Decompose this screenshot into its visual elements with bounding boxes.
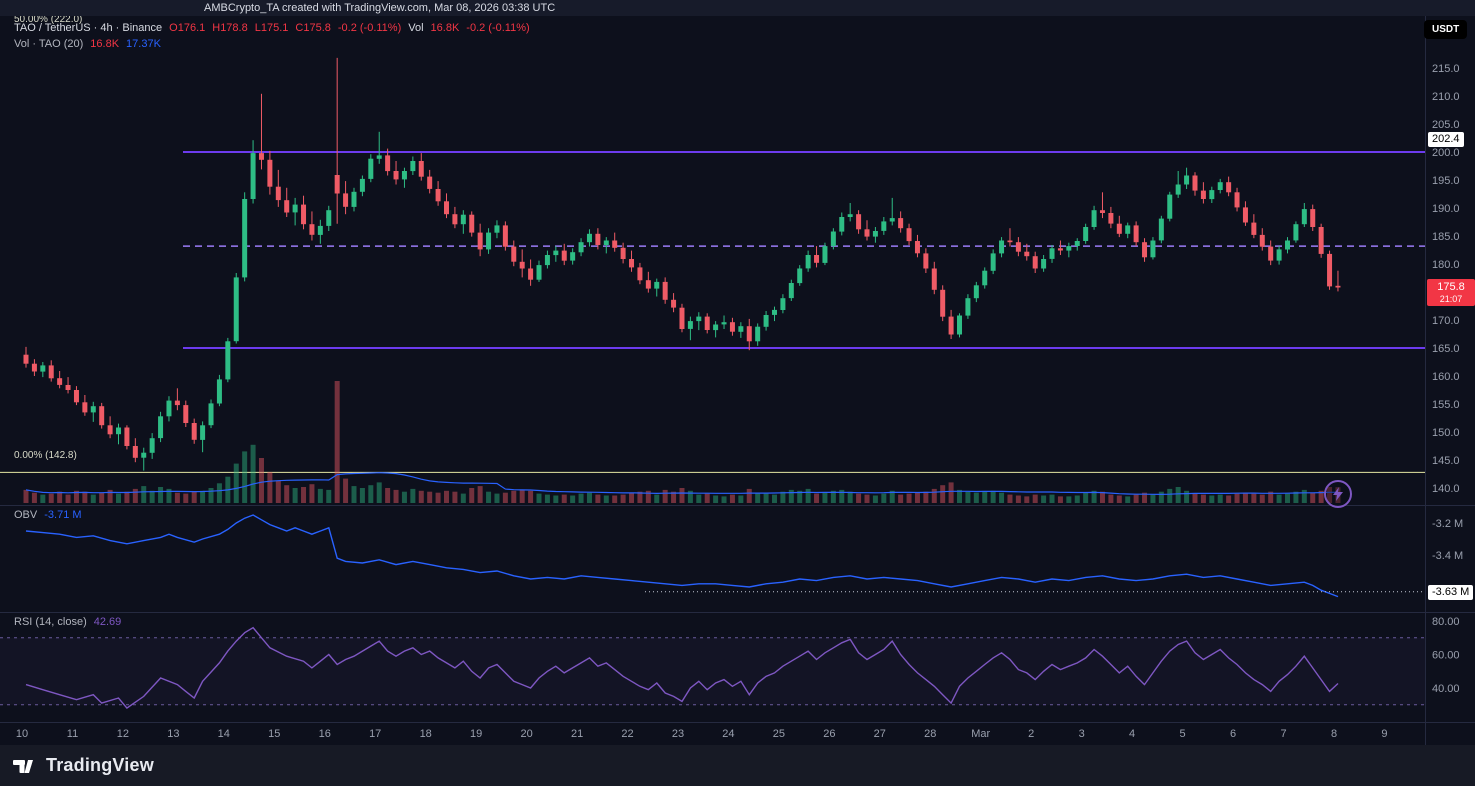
svg-text:9: 9 — [1381, 728, 1387, 740]
svg-text:16: 16 — [319, 728, 331, 740]
footer-bar: TradingView — [0, 745, 1475, 786]
last-price-badge: 175.8 21:07 — [1427, 279, 1475, 306]
volume-ma-line — [25, 472, 1338, 496]
symbol-title: TAO / TetherUS · 4h · Binance — [14, 22, 163, 34]
tradingview-logo-icon — [13, 759, 33, 773]
obv-legend[interactable]: OBV -3.71 M — [14, 509, 82, 521]
boost-button[interactable] — [1324, 480, 1352, 508]
symbol-legend[interactable]: TAO / TetherUS · 4h · Binance O176.1 H17… — [14, 22, 530, 34]
attribution-text: AMBCrypto_TA created with TradingView.co… — [204, 2, 556, 14]
ohlc-high: H178.8 — [212, 22, 248, 34]
svg-text:155.0: 155.0 — [1432, 399, 1460, 411]
svg-text:195.0: 195.0 — [1432, 175, 1460, 187]
svg-text:2: 2 — [1028, 728, 1034, 740]
svg-text:28: 28 — [924, 728, 936, 740]
level-price-badge: 202.4 — [1428, 132, 1464, 147]
svg-text:19: 19 — [470, 728, 482, 740]
vol-label: Vol — [408, 22, 424, 34]
svg-text:5: 5 — [1180, 728, 1186, 740]
rsi-value: 42.69 — [93, 616, 122, 628]
svg-text:60.00: 60.00 — [1432, 650, 1460, 662]
svg-text:145.0: 145.0 — [1432, 455, 1460, 467]
time-axis[interactable]: 10 11 12 13 14 15 16 17 18 19 20 21 22 23 24 25 26 27 28 Ma… — [16, 728, 1388, 740]
rsi-band-fill — [0, 637, 1425, 705]
rsi-legend[interactable]: RSI (14, close) 42.69 — [14, 616, 121, 628]
rsi-line — [25, 626, 1339, 710]
rsi-label: RSI (14, close) — [14, 616, 87, 628]
countdown-timer: 21:07 — [1439, 294, 1463, 304]
brand-name: TradingView — [46, 755, 154, 775]
svg-text:13: 13 — [167, 728, 179, 740]
candlestick-series — [23, 57, 1341, 471]
svg-text:200.0: 200.0 — [1432, 147, 1460, 159]
svg-text:10: 10 — [16, 728, 28, 740]
ohlc-open: O176.1 — [169, 22, 206, 34]
svg-text:210.0: 210.0 — [1432, 91, 1460, 103]
svg-text:22: 22 — [621, 728, 633, 740]
svg-text:185.0: 185.0 — [1432, 231, 1460, 243]
volume-series — [23, 381, 1341, 503]
svg-text:18: 18 — [420, 728, 432, 740]
svg-text:140.0: 140.0 — [1432, 483, 1460, 495]
obv-level-badge: -3.63 M — [1428, 585, 1474, 600]
vol-change: -0.2 (-0.11%) — [466, 22, 530, 34]
volume-ma-label: Vol · TAO (20) — [14, 38, 84, 50]
svg-text:26: 26 — [823, 728, 835, 740]
ohlc-low: L175.1 — [254, 22, 289, 34]
price-change: -0.2 (-0.11%) — [337, 22, 402, 34]
fib-50-label: 50.00% (222.0) — [14, 14, 83, 25]
svg-text:180.0: 180.0 — [1432, 259, 1460, 271]
attribution-bar: AMBCrypto_TA created with TradingView.co… — [0, 0, 1475, 16]
svg-text:11: 11 — [67, 728, 78, 740]
obv-label: OBV — [14, 509, 38, 521]
svg-text:8: 8 — [1331, 728, 1337, 740]
svg-text:40.00: 40.00 — [1432, 683, 1460, 695]
obv-value: -3.71 M — [44, 509, 82, 521]
svg-text:27: 27 — [874, 728, 886, 740]
svg-text:Mar: Mar — [971, 728, 990, 740]
svg-text:23: 23 — [672, 728, 684, 740]
tradingview-logo[interactable]: TradingView — [12, 753, 154, 779]
svg-text:165.0: 165.0 — [1432, 343, 1460, 355]
svg-text:21: 21 — [571, 728, 583, 740]
svg-text:7: 7 — [1280, 728, 1286, 740]
svg-text:-3.4 M: -3.4 M — [1432, 550, 1463, 562]
svg-text:25: 25 — [773, 728, 785, 740]
fib-0-label: 0.00% (142.8) — [14, 450, 77, 461]
svg-text:205.0: 205.0 — [1432, 119, 1460, 131]
vol-value: 16.8K — [430, 22, 460, 34]
obv-line — [25, 514, 1339, 598]
svg-text:160.0: 160.0 — [1432, 371, 1460, 383]
svg-text:24: 24 — [722, 728, 734, 740]
svg-text:20: 20 — [520, 728, 532, 740]
volume-legend[interactable]: Vol · TAO (20) 16.8K 17.37K — [14, 38, 161, 50]
chart-canvas[interactable]: 215.0210.0205.0200.0195.0190.0185.0180.0… — [0, 0, 1475, 745]
svg-text:12: 12 — [117, 728, 129, 740]
svg-text:4: 4 — [1129, 728, 1135, 740]
last-price-value: 175.8 — [1437, 281, 1465, 293]
volume-current-value: 16.8K — [90, 38, 120, 50]
lightning-icon — [1333, 487, 1343, 501]
svg-text:3: 3 — [1079, 728, 1085, 740]
svg-text:170.0: 170.0 — [1432, 315, 1460, 327]
svg-text:150.0: 150.0 — [1432, 427, 1460, 439]
svg-text:15: 15 — [268, 728, 280, 740]
svg-text:14: 14 — [218, 728, 230, 740]
svg-text:17: 17 — [369, 728, 381, 740]
svg-text:190.0: 190.0 — [1432, 203, 1460, 215]
currency-toggle-button[interactable]: USDT — [1424, 20, 1468, 39]
svg-text:80.00: 80.00 — [1432, 616, 1460, 628]
svg-text:6: 6 — [1230, 728, 1236, 740]
svg-text:215.0: 215.0 — [1432, 63, 1460, 75]
volume-ma-value: 17.37K — [126, 38, 161, 50]
price-axis[interactable]: 215.0 210.0 205.0 200.0 195.0 190.0 185.0 180.0… — [1432, 63, 1463, 695]
ohlc-close: C175.8 — [295, 22, 331, 34]
svg-text:-3.2 M: -3.2 M — [1432, 518, 1463, 530]
